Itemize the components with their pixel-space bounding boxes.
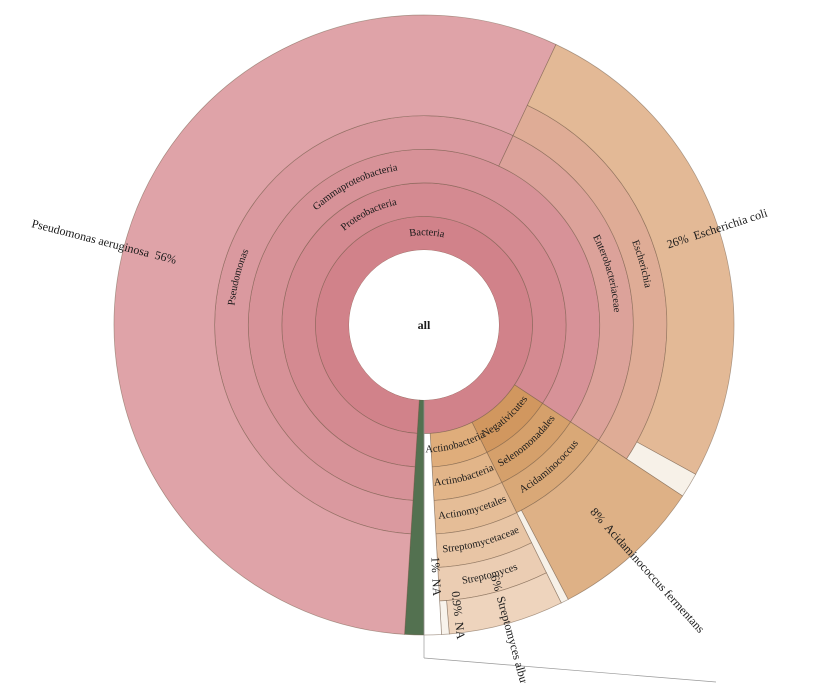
arc-label-bacteria: Bacteria	[409, 228, 446, 241]
outside-label-na: 1% NA	[428, 556, 444, 596]
wedge-escherichia-coli-d6[interactable]	[526, 44, 735, 475]
center-circle-all[interactable]	[349, 250, 499, 400]
wedge-pseudomonas-aeruginosa-d5[interactable]	[113, 14, 557, 635]
outside-label-na: 0.9% NA	[449, 590, 468, 640]
wedges-layer	[113, 14, 735, 636]
label-pointer-line	[423, 657, 717, 683]
pointer-lines-layer	[423, 400, 717, 683]
center-label: all	[418, 318, 431, 332]
center-layer: all	[349, 250, 499, 400]
